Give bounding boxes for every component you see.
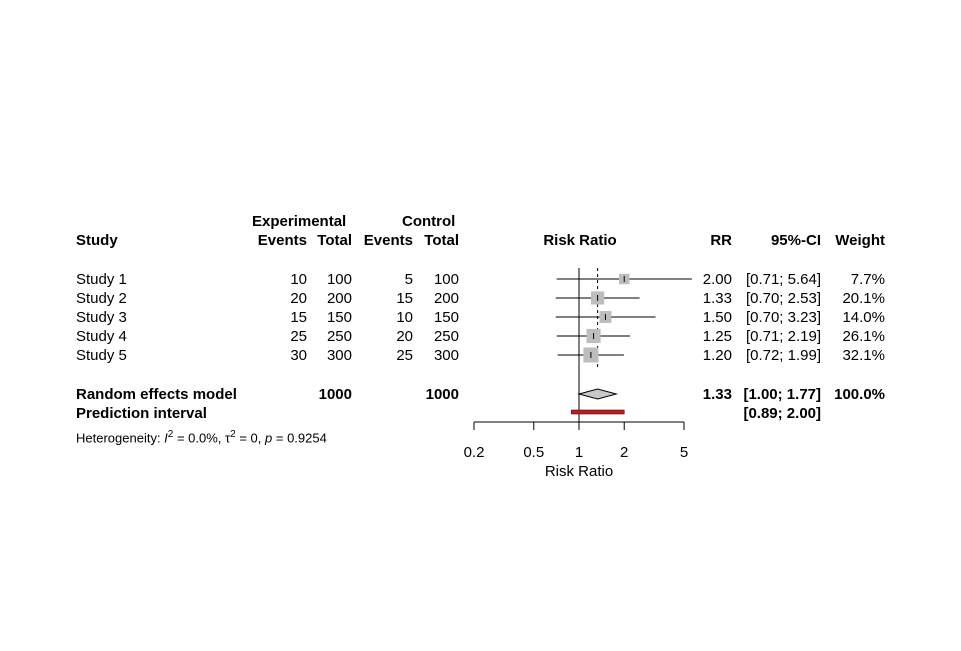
study-name: Study 5: [76, 347, 127, 364]
header-experimental: Experimental: [252, 213, 347, 230]
random-effects-label: Random effects model: [76, 386, 237, 403]
control-total: 100: [433, 271, 459, 288]
control-events: 10: [396, 309, 413, 326]
experimental-events: 10: [290, 271, 307, 288]
control-events: 5: [404, 271, 413, 288]
weight-value: 7.7%: [850, 271, 885, 288]
confidence-interval: [0.70; 3.23]: [745, 309, 821, 326]
random-effects-weight: 100.0%: [834, 386, 885, 403]
control-events: 25: [396, 347, 413, 364]
random-effects-rr: 1.33: [702, 386, 732, 403]
pooled-effect-diamond: [577, 388, 619, 400]
weight-value: 26.1%: [842, 328, 885, 345]
header-ci: 95%-CI: [770, 232, 821, 249]
control-total: 300: [433, 347, 459, 364]
header-control: Control: [402, 213, 456, 230]
i2-value: = 0.0%,: [173, 430, 226, 446]
study-name: Study 2: [76, 290, 127, 307]
control-total: 250: [433, 328, 459, 345]
weight-value: 32.1%: [842, 347, 885, 364]
weight-value: 20.1%: [842, 290, 885, 307]
tau-symbol: τ: [225, 430, 231, 446]
header-weight: Weight: [835, 232, 885, 249]
study-name: Study 4: [76, 328, 127, 345]
tau-exponent: 2: [230, 429, 236, 440]
random-effects-ci: [1.00; 1.77]: [743, 386, 821, 403]
risk-ratio-value: 2.00: [702, 271, 732, 288]
experimental-total: 300: [326, 347, 352, 364]
header-events-control: Events: [363, 232, 413, 249]
random-effects-experimental-total: 1000: [318, 386, 352, 403]
x-axis-label: Risk Ratio: [545, 463, 613, 480]
i2-symbol: I: [164, 430, 168, 446]
experimental-events: 25: [290, 328, 307, 345]
study-name: Study 3: [76, 309, 127, 326]
header-risk-ratio: Risk Ratio: [543, 232, 617, 249]
header-total-experimental: Total: [317, 232, 352, 249]
x-tick-label: 2: [620, 444, 628, 461]
x-tick-label: 0.5: [523, 444, 544, 461]
experimental-total: 250: [326, 328, 352, 345]
risk-ratio-value: 1.25: [702, 328, 732, 345]
heterogeneity-statistics: Heterogeneity: I2 = 0.0%, τ2 = 0, p = 0.…: [76, 426, 327, 446]
risk-ratio-value: 1.50: [702, 309, 732, 326]
experimental-events: 15: [290, 309, 307, 326]
confidence-interval: [0.70; 2.53]: [745, 290, 821, 307]
x-tick-label: 0.2: [464, 444, 485, 461]
control-events: 20: [396, 328, 413, 345]
header-total-control: Total: [424, 232, 459, 249]
control-total: 150: [433, 309, 459, 326]
prediction-interval-bar: [571, 409, 625, 415]
header-events-experimental: Events: [257, 232, 307, 249]
confidence-interval: [0.72; 1.99]: [745, 347, 821, 364]
control-events: 15: [396, 290, 413, 307]
experimental-total: 150: [326, 309, 352, 326]
tau-value: = 0,: [235, 430, 266, 446]
risk-ratio-value: 1.33: [702, 290, 732, 307]
control-total: 200: [433, 290, 459, 307]
experimental-events: 20: [290, 290, 307, 307]
prediction-interval-label: Prediction interval: [76, 405, 207, 422]
experimental-total: 200: [326, 290, 352, 307]
risk-ratio-value: 1.20: [702, 347, 732, 364]
header-rr: RR: [710, 232, 732, 249]
weight-value: 14.0%: [842, 309, 885, 326]
study-name: Study 1: [76, 271, 127, 288]
confidence-interval: [0.71; 5.64]: [745, 271, 821, 288]
heterogeneity-prefix: Heterogeneity:: [76, 430, 165, 446]
random-effects-control-total: 1000: [425, 386, 459, 403]
p-symbol: p: [265, 430, 273, 446]
p-value: = 0.9254: [272, 430, 327, 446]
experimental-events: 30: [290, 347, 307, 364]
i2-exponent: 2: [167, 429, 174, 440]
header-study: Study: [76, 232, 118, 249]
experimental-total: 100: [326, 271, 352, 288]
prediction-interval-ci: [0.89; 2.00]: [743, 405, 821, 422]
x-tick-label: 1: [575, 444, 583, 461]
x-tick-label: 5: [680, 444, 688, 461]
confidence-interval: [0.71; 2.19]: [745, 328, 821, 345]
